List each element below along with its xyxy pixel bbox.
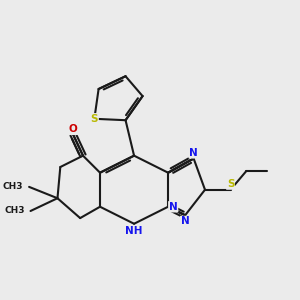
Text: S: S: [227, 179, 234, 189]
Text: N: N: [169, 202, 178, 212]
Text: CH3: CH3: [4, 206, 25, 215]
Text: CH3: CH3: [3, 182, 23, 191]
Text: N: N: [181, 217, 190, 226]
Text: NH: NH: [125, 226, 143, 236]
Text: N: N: [189, 148, 198, 158]
Text: O: O: [69, 124, 77, 134]
Text: S: S: [91, 114, 98, 124]
